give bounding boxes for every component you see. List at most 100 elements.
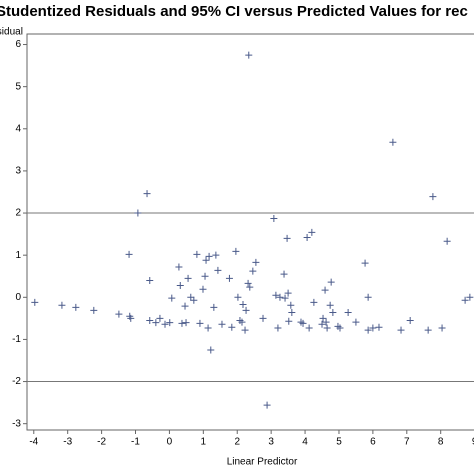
point [308,228,316,236]
point [152,319,160,327]
point [322,318,330,326]
y-tick-label: -1 [12,334,21,345]
y-tick-label: 0 [15,292,21,303]
point [58,301,66,309]
point [242,306,250,314]
point [352,318,360,326]
point [259,314,267,322]
point [288,308,296,316]
point [310,298,318,306]
point [276,293,284,301]
x-tick-label: 0 [167,437,173,448]
point [274,324,282,332]
point [263,401,271,409]
point [245,51,253,59]
point [115,310,123,318]
y-tick-label: 3 [15,166,21,177]
point [429,193,437,201]
point [364,293,372,301]
x-tick-label: -4 [29,437,38,448]
point [234,293,242,301]
point [207,346,215,354]
point [161,320,169,328]
x-tick-label: 5 [336,437,342,448]
point [285,317,293,325]
point [72,303,80,311]
x-tick-label: 1 [201,437,207,448]
point [305,324,313,332]
point [166,319,174,327]
point [143,190,151,198]
point [212,251,220,259]
point [281,294,289,302]
point [406,316,414,324]
point [443,237,451,245]
x-tick-label: 2 [234,437,240,448]
point [369,324,377,332]
point [175,263,183,271]
point [344,308,352,316]
point [249,267,257,275]
point [319,314,327,322]
point [184,274,192,282]
point [210,303,218,311]
point [424,326,432,334]
point [246,283,254,291]
point [31,298,39,306]
point [272,291,280,299]
y-axis-label: Residual [0,27,23,38]
x-tick-label: -2 [97,437,106,448]
point [204,324,212,332]
point [461,296,469,304]
point [127,314,135,322]
point [193,250,201,258]
x-tick-label: 9 [472,437,474,448]
point [225,274,233,282]
point [397,326,405,334]
point [205,252,213,260]
point [239,300,247,308]
point [202,256,210,264]
point [218,320,226,328]
x-tick-label: 3 [268,437,274,448]
point [156,314,164,322]
plot-frame [26,33,474,431]
point [323,324,331,332]
point [321,286,329,294]
point [90,306,98,314]
point [201,272,209,280]
point [146,276,154,284]
point [466,293,474,301]
point [270,215,278,223]
y-tick-label: -3 [12,418,21,429]
point [134,209,142,217]
point [361,259,369,267]
point [299,319,307,327]
y-tick-label: 6 [15,39,21,50]
y-tick-label: 2 [15,208,21,219]
point [182,319,190,327]
x-tick-label: 4 [302,437,308,448]
x-axis-label: Linear Predictor [227,457,298,468]
point [125,250,133,258]
point [241,326,249,334]
point [228,323,236,331]
point [389,138,397,146]
point [232,247,240,255]
y-tick-label: 1 [15,250,21,261]
point [252,258,260,266]
point [196,319,204,327]
point [238,318,246,326]
x-tick-label: 8 [438,437,444,448]
point [181,302,189,310]
point [303,233,311,241]
point [318,320,326,328]
point [214,266,222,274]
x-tick-label: 7 [404,437,410,448]
point [146,316,154,324]
point [284,289,292,297]
chart-title: Studentized Residuals and 95% CI versus … [0,3,468,20]
y-tick-label: 5 [15,81,21,92]
point [178,319,186,327]
